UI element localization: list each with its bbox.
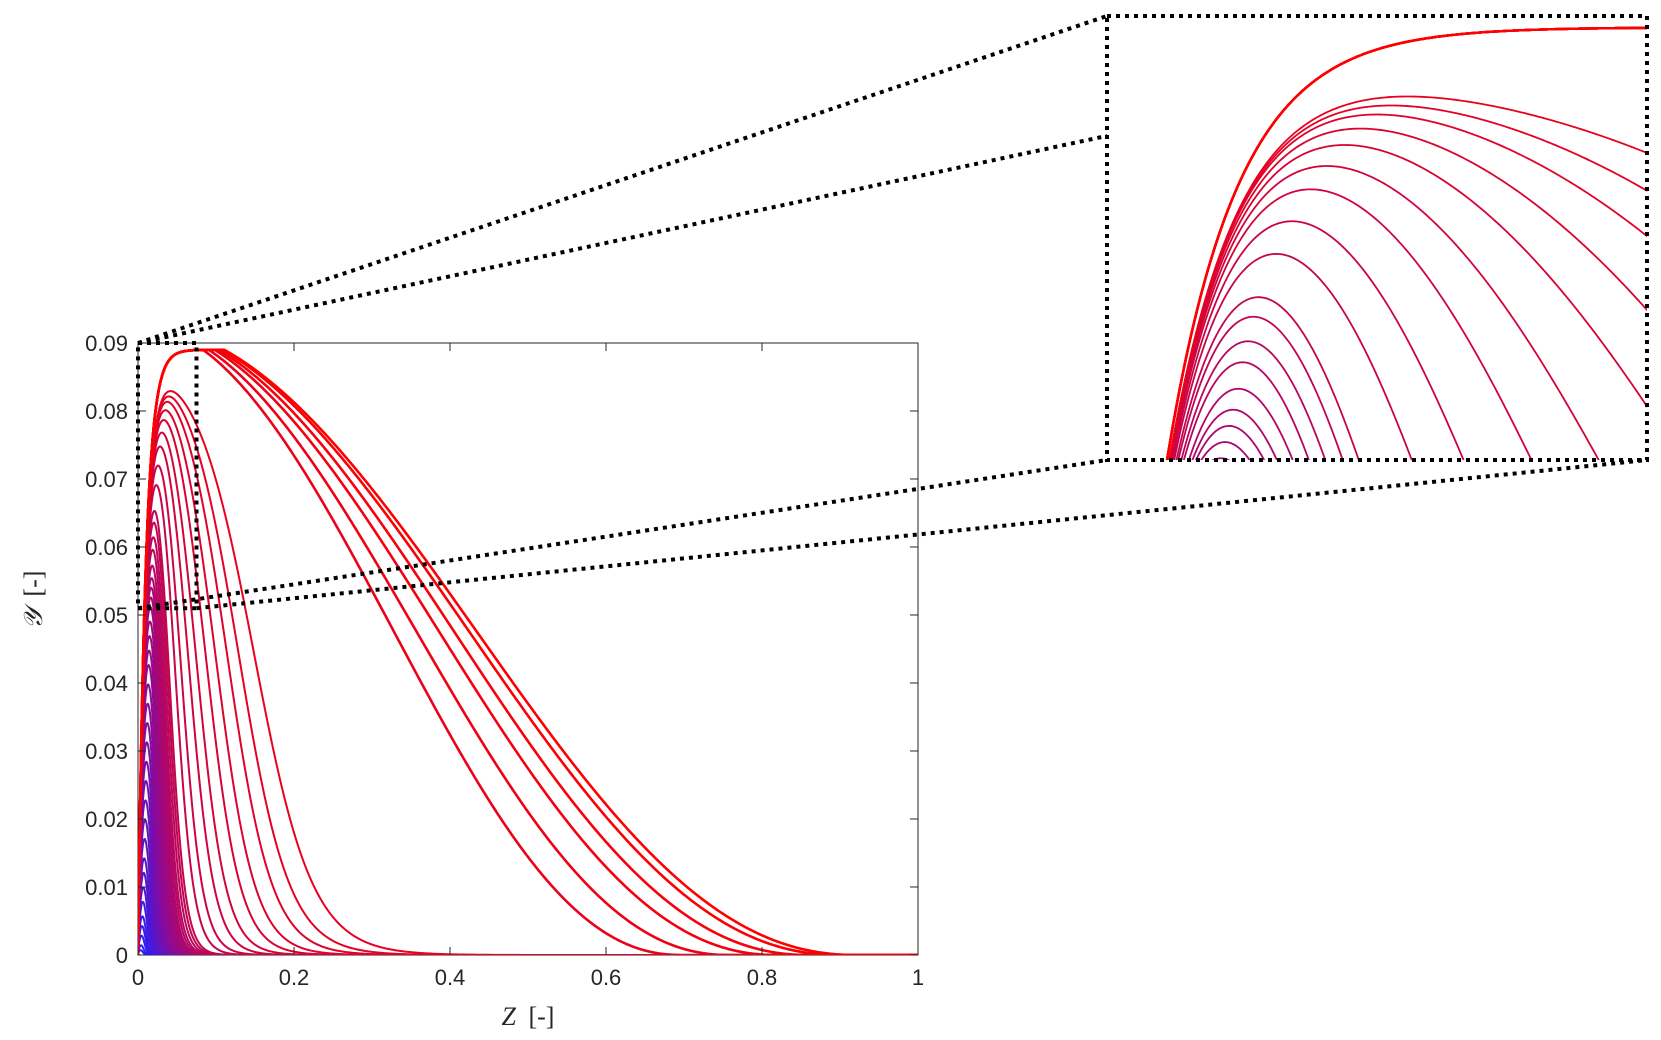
inset-profile-curve [1191, 408, 1278, 460]
profile-curve [138, 464, 918, 955]
inset-profile-curve [1107, 717, 1661, 1040]
inset-profile-curve [1168, 113, 1647, 460]
profile-curve [138, 348, 918, 955]
inset-profile-curve [1168, 127, 1647, 460]
x-tick-label: 0.8 [747, 965, 778, 990]
x-tick-label: 0.2 [279, 965, 310, 990]
inset-profile-curve [1107, 879, 1661, 1040]
y-tick-label: 0.05 [85, 603, 128, 628]
profile-curve [138, 634, 918, 955]
profile-curve [138, 605, 918, 955]
inset-profile-curve [1182, 361, 1310, 460]
x-axis-label-symbol: Z [502, 1002, 517, 1031]
inset-profile-curve [1169, 144, 1647, 460]
x-tick-label: 0 [132, 965, 144, 990]
profile-curve [138, 390, 918, 955]
y-axis-label: 𝒴 [-] [19, 571, 48, 630]
inset-profile-curve [1177, 315, 1344, 460]
profile-curve [138, 576, 918, 955]
inset-profile-curve [1170, 165, 1600, 460]
y-axis-label-symbol: 𝒴 [19, 602, 48, 629]
inset-profile-curve [1107, 847, 1661, 1040]
x-axis-label: Z [-] [502, 1002, 555, 1031]
profile-curve [138, 445, 918, 955]
x-axis-label-unit: [-] [528, 1002, 554, 1031]
inset-profile-curve [1107, 952, 1661, 1040]
y-tick-label: 0.02 [85, 807, 128, 832]
profile-curve [138, 586, 918, 955]
inset-profile-curve [1107, 927, 1661, 1040]
zoom-region-box [136, 341, 199, 611]
inset-profile-curve [1107, 685, 1661, 1040]
profile-curve [138, 509, 918, 955]
profile-curve [138, 431, 918, 955]
inset-profile-curve [1107, 749, 1661, 1040]
main-curves-group [138, 348, 918, 955]
inset-profile-curve [1107, 531, 1661, 1040]
inset-profile-curve [1180, 340, 1327, 460]
x-tick-label: 0.4 [435, 965, 466, 990]
inset-profile-curve [1107, 620, 1661, 1040]
zoom-connector-line [137, 458, 1108, 611]
y-tick-label: 0.09 [85, 331, 128, 356]
profile-curve [138, 521, 918, 955]
y-tick-label: 0.06 [85, 535, 128, 560]
inset-profile-curve [1107, 555, 1661, 1040]
profile-curve [138, 395, 918, 955]
x-axis-ticks: 0 0.2 0.4 0.6 0.8 1 [132, 343, 924, 990]
profile-curve [138, 564, 918, 955]
zoom-connector-line [137, 14, 1108, 345]
inset-profile-curve [1107, 652, 1661, 1040]
inset-profile-curve [1107, 483, 1661, 1040]
inset-profile-curve [1211, 457, 1231, 460]
inset-profile-curve [1107, 588, 1661, 1040]
y-axis-label-unit: [-] [19, 571, 48, 597]
inset-profile-curve [1107, 1008, 1661, 1040]
y-tick-label: 0.01 [85, 875, 128, 900]
inset-curves-group [1107, 26, 1661, 1040]
inset-profile-curve [1187, 387, 1294, 460]
inset-border [1105, 14, 1649, 462]
zoom-connector-line [196, 458, 1648, 611]
zoom-connector-line [137, 133, 1108, 345]
x-tick-label: 0.6 [591, 965, 622, 990]
inset-profile-curve [1107, 1033, 1661, 1040]
inset-profile-curve [1171, 220, 1465, 460]
profile-curve [138, 548, 918, 955]
inset-profile-curve [1195, 424, 1266, 460]
profile-curve [138, 484, 918, 955]
inset-profile-curve [1107, 976, 1661, 1040]
inset-profile-curve [1107, 507, 1661, 1040]
y-axis-ticks: 0 0.01 0.02 0.03 0.04 0.05 0.06 0.07 0.08 0.09 [85, 331, 918, 968]
profile-curve [138, 596, 918, 955]
profile-curve [138, 620, 918, 955]
zoom-connector-lines [137, 14, 1648, 611]
y-tick-label: 0.04 [85, 671, 128, 696]
y-tick-label: 0 [116, 943, 128, 968]
inset-profile-curve [1168, 104, 1647, 460]
inset-profile-curve [1107, 992, 1661, 1040]
inset-profile-curve [1175, 296, 1360, 460]
inset-profile-curve [1107, 814, 1661, 1040]
y-tick-label: 0.08 [85, 399, 128, 424]
inset-profile-curve [1173, 252, 1413, 460]
inset-profile-curve [1200, 441, 1251, 460]
inset-profile-curve [1165, 26, 1647, 460]
main-plot-area [137, 342, 919, 956]
inset-profile-curve [1107, 903, 1661, 1040]
y-tick-label: 0.03 [85, 739, 128, 764]
inset-profile-curve [1107, 1024, 1661, 1040]
x-tick-label: 1 [912, 965, 924, 990]
profile-curve [138, 536, 918, 955]
inset-profile-curve [1107, 782, 1661, 1040]
inset-profile-curve [1168, 95, 1647, 460]
y-tick-label: 0.07 [85, 467, 128, 492]
